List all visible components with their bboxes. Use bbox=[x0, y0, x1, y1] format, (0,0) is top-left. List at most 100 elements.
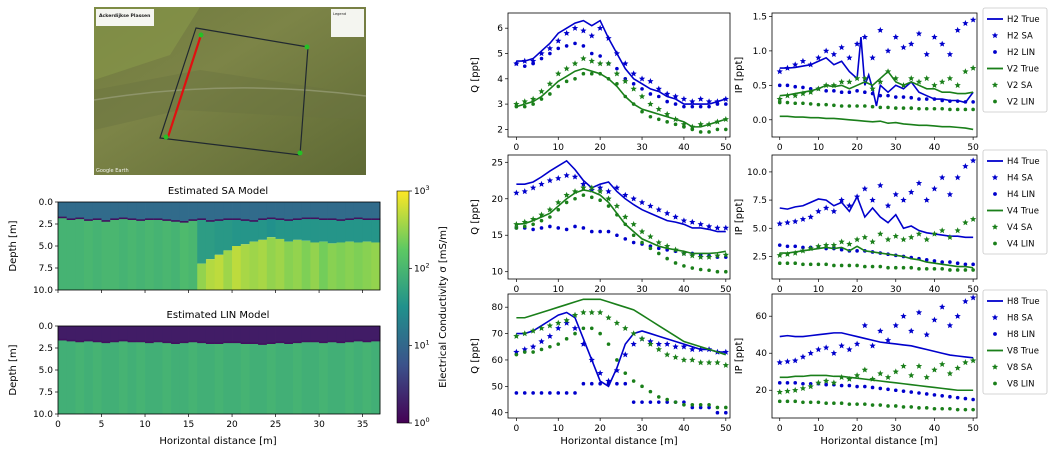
model-cell bbox=[101, 220, 111, 222]
series-star-marker bbox=[884, 373, 892, 380]
xtick-label: 30 bbox=[636, 143, 648, 153]
series-dot-marker bbox=[909, 95, 914, 100]
lin-model-ylabel: Depth [m] bbox=[8, 344, 19, 395]
panel-plot bbox=[513, 298, 729, 415]
series-star-marker bbox=[513, 100, 520, 107]
model-cell bbox=[223, 342, 233, 414]
xtick-label: 50 bbox=[967, 424, 979, 434]
model-cell bbox=[197, 341, 207, 344]
series-dot-marker bbox=[816, 102, 821, 107]
model-cell bbox=[127, 202, 137, 220]
series-star-marker bbox=[792, 218, 799, 225]
xtick-label: 40 bbox=[929, 143, 941, 153]
series-star-marker bbox=[664, 110, 671, 117]
model-xtick-label: 20 bbox=[226, 420, 238, 430]
series-dot-marker bbox=[878, 386, 883, 391]
model-cell bbox=[110, 219, 120, 290]
series-star-marker bbox=[776, 220, 783, 227]
model-cell bbox=[92, 341, 102, 414]
series-dot-marker bbox=[698, 130, 703, 134]
series-star-marker bbox=[697, 121, 704, 128]
series-dot-marker bbox=[893, 95, 898, 99]
model-ytick-label: 10.0 bbox=[33, 286, 53, 296]
model-cell bbox=[371, 218, 381, 220]
model-cell bbox=[362, 218, 372, 220]
series-star-marker bbox=[630, 220, 637, 227]
model-cell bbox=[127, 219, 137, 290]
series-star-marker bbox=[714, 252, 721, 259]
series-dot-marker bbox=[522, 350, 527, 354]
model-cell bbox=[162, 220, 172, 290]
legend-box bbox=[982, 289, 1048, 395]
model-cell bbox=[145, 218, 155, 220]
model-cell bbox=[240, 202, 250, 221]
series-dot-marker bbox=[656, 246, 661, 251]
model-cell bbox=[353, 339, 363, 342]
model-cell bbox=[179, 221, 189, 223]
series-dot-marker bbox=[963, 268, 968, 272]
model-cell bbox=[145, 341, 155, 344]
xtick-label: 50 bbox=[720, 424, 732, 434]
series-dot-marker bbox=[556, 46, 561, 51]
series-dot-marker bbox=[682, 264, 686, 268]
model-cell bbox=[58, 216, 68, 219]
series-star-marker bbox=[563, 172, 570, 179]
series-star-marker bbox=[664, 90, 671, 97]
series-star-marker bbox=[555, 319, 562, 326]
series-star-marker bbox=[529, 215, 537, 222]
model-cell bbox=[75, 341, 85, 414]
series-star-marker bbox=[877, 327, 884, 334]
model-cell bbox=[362, 202, 372, 220]
legend-label: H2 SA bbox=[1007, 32, 1033, 42]
model-cell bbox=[266, 218, 276, 238]
series-star-marker bbox=[705, 223, 713, 230]
series-star-marker bbox=[630, 195, 637, 202]
marker-point bbox=[163, 134, 169, 140]
series-star-marker bbox=[823, 82, 830, 88]
series-star-marker bbox=[792, 249, 799, 256]
series-dot-marker bbox=[673, 261, 678, 265]
model-ytick-label: 2.5 bbox=[39, 220, 53, 230]
series-star-marker bbox=[838, 342, 845, 349]
model-cell bbox=[58, 202, 68, 218]
series-star-marker bbox=[655, 206, 662, 213]
model-cell bbox=[275, 341, 285, 344]
series-star-marker bbox=[853, 340, 861, 347]
model-cell bbox=[205, 259, 216, 290]
series-star-marker bbox=[830, 51, 838, 57]
legend-label: H4 LIN bbox=[1007, 190, 1035, 200]
model-xtick-label: 5 bbox=[99, 420, 105, 430]
series-dot-marker bbox=[909, 390, 914, 394]
series-star-marker bbox=[807, 245, 814, 252]
series-star-marker bbox=[807, 61, 814, 68]
series-dot-marker bbox=[963, 262, 968, 267]
model-cell bbox=[258, 326, 268, 345]
series-star-marker bbox=[792, 357, 799, 364]
series-dot-marker bbox=[673, 122, 678, 127]
series-star-marker bbox=[846, 346, 853, 353]
model-cell bbox=[118, 217, 129, 220]
model-cell bbox=[353, 218, 363, 243]
series-dot-marker bbox=[724, 127, 728, 132]
series-star-marker bbox=[792, 61, 799, 68]
series-star-marker bbox=[672, 246, 679, 253]
series-dot-marker bbox=[598, 381, 602, 386]
xtick-label: 20 bbox=[851, 143, 863, 153]
series-star-marker bbox=[521, 57, 528, 64]
series-dot-marker bbox=[631, 102, 636, 106]
series-star-marker bbox=[613, 367, 621, 374]
series-star-marker bbox=[900, 196, 907, 203]
series-star-marker bbox=[823, 204, 830, 211]
series-dot-marker bbox=[777, 243, 782, 247]
model-cell bbox=[310, 218, 320, 243]
series-dot-marker bbox=[514, 226, 519, 230]
model-cell bbox=[258, 218, 268, 220]
series-star-marker bbox=[714, 118, 721, 125]
series-star-marker bbox=[939, 303, 946, 310]
series-dot-marker bbox=[808, 262, 813, 267]
series-star-marker bbox=[946, 51, 954, 57]
series-dot-marker bbox=[855, 89, 859, 93]
series-star-marker bbox=[846, 375, 853, 382]
series-star-marker bbox=[664, 351, 671, 358]
model-cell bbox=[223, 250, 233, 290]
